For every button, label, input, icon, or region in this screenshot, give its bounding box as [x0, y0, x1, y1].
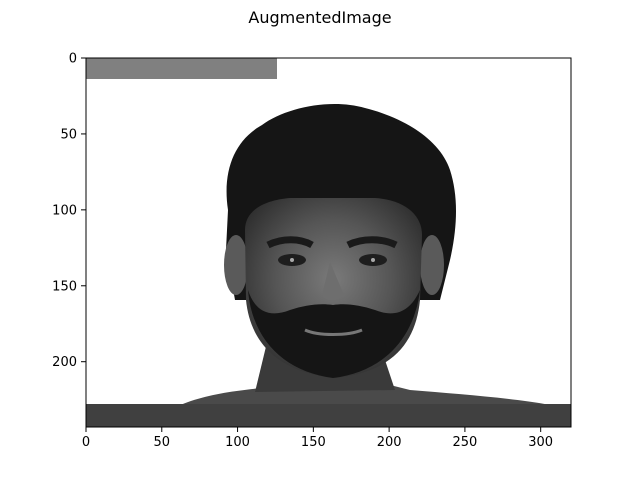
y-tick-label: 50: [60, 127, 77, 142]
occlusion-bar-top: [86, 58, 277, 79]
x-tick-label: 250: [452, 435, 477, 450]
y-tick-label: 200: [52, 355, 77, 370]
y-tick-label: 0: [69, 52, 77, 67]
augmented-image: [86, 58, 571, 427]
left-ear: [224, 235, 248, 295]
x-tick-label: 0: [82, 435, 90, 450]
x-tick-label: 50: [154, 435, 171, 450]
x-axis: 0 50 100 150 200 250 300: [82, 427, 553, 450]
right-ear: [420, 235, 444, 295]
nose: [322, 262, 344, 301]
right-eyebrow: [346, 236, 398, 249]
x-tick-label: 300: [528, 435, 553, 450]
y-axis: 0 50 100 150 200: [52, 52, 86, 370]
left-eyebrow: [266, 236, 314, 249]
y-tick-label: 100: [52, 203, 77, 218]
figure-title: AugmentedImage: [248, 8, 392, 27]
axes-frame: [85, 57, 572, 428]
occlusion-bar-bottom: [86, 404, 571, 427]
x-tick-label: 200: [377, 435, 402, 450]
mouth: [304, 328, 363, 336]
x-tick-label: 100: [225, 435, 250, 450]
y-tick-label: 150: [52, 279, 77, 294]
x-tick-label: 150: [301, 435, 326, 450]
